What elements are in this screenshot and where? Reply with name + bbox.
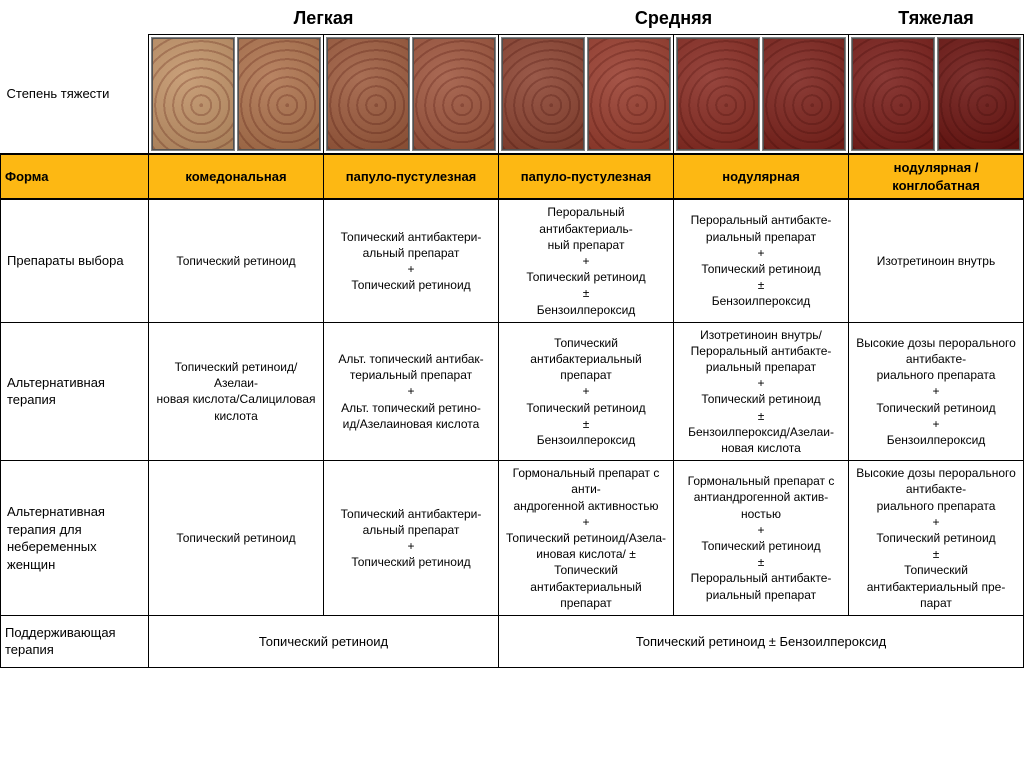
photo-cell-0 xyxy=(149,35,324,155)
photo-cell-2 xyxy=(499,35,674,155)
maintenance-cell: Топический ретиноид ± Бензоилпероксид xyxy=(499,615,1024,667)
treatment-cell: Изотретиноин внутрь xyxy=(849,199,1024,322)
treatment-cell: Топический антибактери-альный препарат+Т… xyxy=(324,199,499,322)
clinical-photo xyxy=(501,37,585,151)
treatment-cell: Высокие дозы перорального антибакте-риал… xyxy=(849,461,1024,616)
row-label: Препараты выбора xyxy=(1,199,149,322)
severity-mild: Легкая xyxy=(149,0,499,35)
photo-row: Степень тяжести xyxy=(1,35,1024,155)
treatment-cell: Топический антибактериальныйпрепарат+Топ… xyxy=(499,322,674,461)
severity-row-label: Степень тяжести xyxy=(1,35,149,155)
form-cell: папуло-пустулезная xyxy=(324,154,499,199)
clinical-photo xyxy=(937,37,1021,151)
treatment-cell: Пероральный антибакте-риальный препарат+… xyxy=(674,199,849,322)
treatment-cell: Топический ретиноид xyxy=(149,461,324,616)
clinical-photo xyxy=(762,37,846,151)
clinical-photo xyxy=(412,37,496,151)
severity-moderate: Средняя xyxy=(499,0,849,35)
acne-treatment-table: Легкая Средняя Тяжелая Степень тяжести xyxy=(0,0,1024,668)
treatment-cell: Гормональный препарат сантиандрогенной а… xyxy=(674,461,849,616)
maintenance-cell: Топический ретиноид xyxy=(149,615,499,667)
clinical-photo xyxy=(237,37,321,151)
clinical-photo xyxy=(851,37,935,151)
treatment-cell: Высокие дозы перорального антибакте-риал… xyxy=(849,322,1024,461)
form-row-label: Форма xyxy=(1,154,149,199)
photo-cell-3 xyxy=(674,35,849,155)
maintenance-row: Поддерживающая терапия Топический ретино… xyxy=(1,615,1024,667)
treatment-cell: Гормональный препарат с анти-андрогенной… xyxy=(499,461,674,616)
treatment-cell: Топический ретиноид xyxy=(149,199,324,322)
row-label: Альтернативная терапия xyxy=(1,322,149,461)
clinical-photo xyxy=(151,37,235,151)
form-cell: нодулярная / конглобатная xyxy=(849,154,1024,199)
form-cell: папуло-пустулезная xyxy=(499,154,674,199)
treatment-cell: Пероральный антибактериаль-ный препарат+… xyxy=(499,199,674,322)
treatment-cell: Альт. топический антибак-териальный преп… xyxy=(324,322,499,461)
treatment-cell: Изотретиноин внутрь/Пероральный антибакт… xyxy=(674,322,849,461)
row-label: Поддерживающая терапия xyxy=(1,615,149,667)
severity-severe: Тяжелая xyxy=(849,0,1024,35)
alternative-row: Альтернативная терапия Топический ретино… xyxy=(1,322,1024,461)
form-cell: нодулярная xyxy=(674,154,849,199)
photo-cell-1 xyxy=(324,35,499,155)
treatment-cell: Топический антибактери-альный препарат+Т… xyxy=(324,461,499,616)
severity-header-row: Легкая Средняя Тяжелая xyxy=(1,0,1024,35)
alternative-women-row: Альтернативная терапия для небеременных … xyxy=(1,461,1024,616)
row-label: Альтернативная терапия для небеременных … xyxy=(1,461,149,616)
form-row: Форма комедональная папуло-пустулезная п… xyxy=(1,154,1024,199)
treatment-cell: Топический ретиноид/Азелаи-новая кислота… xyxy=(149,322,324,461)
clinical-photo xyxy=(587,37,671,151)
form-cell: комедональная xyxy=(149,154,324,199)
clinical-photo xyxy=(676,37,760,151)
first-choice-row: Препараты выбора Топический ретиноид Топ… xyxy=(1,199,1024,322)
photo-cell-4 xyxy=(849,35,1024,155)
clinical-photo xyxy=(326,37,410,151)
